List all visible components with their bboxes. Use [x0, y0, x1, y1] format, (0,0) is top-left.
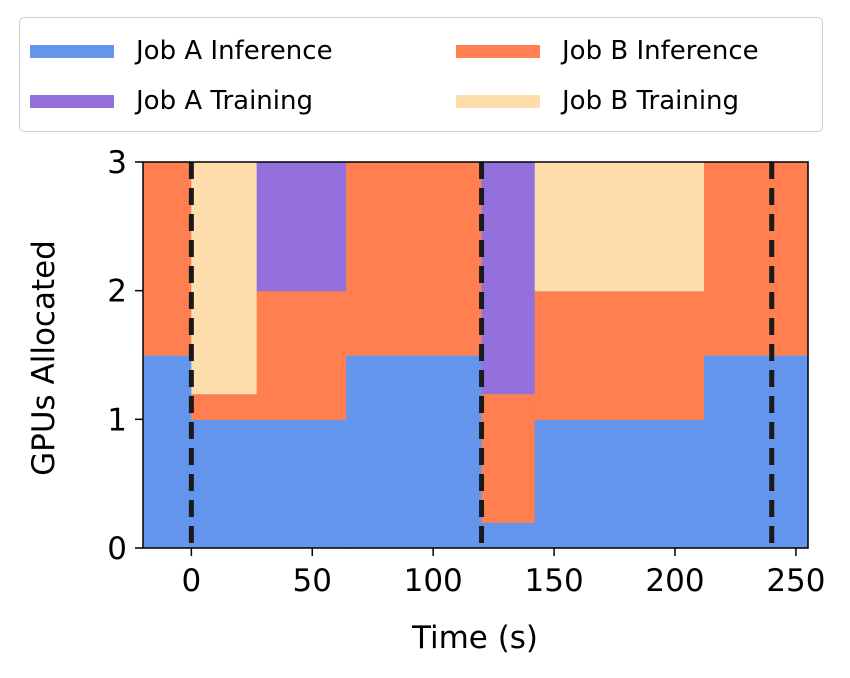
stacked-areas	[143, 162, 809, 549]
dashed-vlines	[188, 162, 775, 548]
y-tick-label: 1	[107, 402, 127, 438]
legend-label: Job B Training	[562, 86, 740, 116]
legend-swatch-job-b-training	[456, 94, 540, 108]
area-job-a-inference-seg-7	[704, 355, 809, 549]
y-tick-label: 0	[107, 531, 127, 567]
area-job-b-training-seg-1	[191, 162, 197, 395]
area-job-b-inference-seg-5	[481, 393, 536, 523]
legend-swatch-job-a-inference	[30, 44, 114, 58]
area-job-a-training-seg-3	[256, 162, 347, 292]
x-axis-label: Time (s)	[411, 620, 539, 656]
area-job-a-inference-seg-4	[346, 355, 483, 549]
plot-frame	[142, 161, 809, 549]
x-tick-label: 100	[404, 563, 463, 599]
legend-swatch-job-b-inference	[456, 44, 540, 58]
legend-entry-job-a-training: Job A Training	[30, 83, 313, 119]
area-job-a-inference-seg-6	[534, 419, 705, 549]
area-job-a-inference-seg-0	[143, 355, 192, 549]
area-job-a-inference-seg-2	[196, 419, 258, 549]
x-tick-label: 250	[766, 563, 825, 599]
x-tick-label: 0	[181, 563, 201, 599]
legend-entry-job-b-inference: Job B Inference	[456, 33, 759, 69]
area-job-b-inference-seg-6	[534, 290, 705, 420]
area-job-a-inference-seg-3	[256, 419, 347, 549]
area-job-b-inference-seg-1	[191, 393, 197, 420]
legend-entry-job-b-training: Job B Training	[456, 83, 739, 119]
area-job-b-inference-seg-2	[196, 393, 258, 420]
y-axis-label: GPUs Allocated	[26, 240, 62, 476]
area-job-b-inference-seg-3	[256, 290, 347, 420]
area-job-b-training-seg-6	[534, 162, 705, 292]
area-job-a-training-seg-5	[481, 162, 536, 395]
legend-label: Job A Training	[136, 86, 313, 116]
legend: Job A Inference Job B Inference Job A Tr…	[19, 17, 823, 132]
x-tick-label: 200	[645, 563, 704, 599]
area-job-a-inference-seg-5	[481, 522, 536, 549]
y-axis-ticks: 0 1 2 3	[107, 145, 143, 567]
legend-entry-job-a-inference: Job A Inference	[30, 33, 333, 69]
legend-swatch-job-a-training	[30, 94, 114, 108]
y-tick-label: 3	[107, 145, 127, 181]
area-job-b-inference-seg-0	[143, 162, 192, 356]
y-tick-label: 2	[107, 274, 127, 310]
area-job-a-inference-seg-1	[191, 419, 197, 549]
area-job-b-inference-seg-4	[346, 162, 483, 356]
legend-label: Job B Inference	[562, 36, 759, 66]
legend-label: Job A Inference	[136, 36, 333, 66]
x-tick-label: 150	[525, 563, 584, 599]
area-job-b-inference-seg-7	[704, 162, 809, 356]
area-job-b-training-seg-2	[196, 162, 258, 395]
x-tick-label: 50	[293, 563, 332, 599]
x-axis-ticks: 0 50 100 150 200 250	[181, 548, 825, 599]
